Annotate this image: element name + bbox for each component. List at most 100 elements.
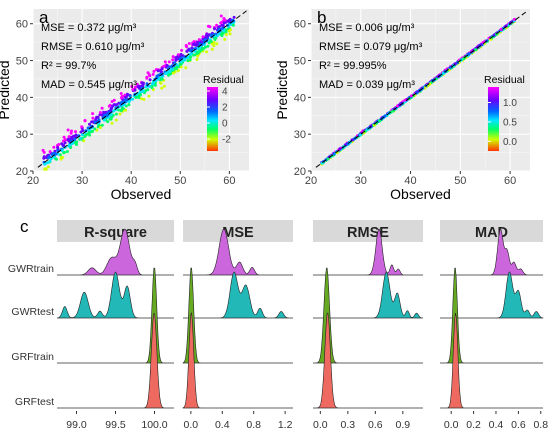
facet-title: R-square <box>84 225 147 241</box>
data-point <box>338 147 342 151</box>
data-point <box>65 150 69 154</box>
y-axis-label: Predicted <box>0 60 12 119</box>
colorbar-tick-label: -2 <box>222 135 231 146</box>
data-point <box>373 123 376 127</box>
x-tick-label: 0.3 <box>341 419 356 431</box>
data-point <box>179 52 183 56</box>
data-point <box>46 165 50 169</box>
colorbar-title: Residual <box>484 74 525 86</box>
x-tick-label: 60 <box>504 175 516 187</box>
data-point <box>180 48 184 52</box>
x-tick-label: 0.6 <box>511 419 526 431</box>
data-point <box>102 118 106 122</box>
data-point <box>210 33 214 37</box>
data-point <box>232 15 236 19</box>
data-point <box>110 100 114 103</box>
x-axis-label: Observed <box>111 186 172 202</box>
x-tick-label: 0.9 <box>396 419 411 431</box>
data-point <box>54 152 58 156</box>
x-tick-label: 0.0 <box>313 419 328 431</box>
data-point <box>87 131 91 134</box>
data-point <box>114 103 118 107</box>
x-tick-label: 100.0 <box>141 419 167 431</box>
y-tick-label: 20 <box>294 166 306 178</box>
y-tick-label: 60 <box>294 19 306 31</box>
data-point <box>109 113 113 117</box>
data-point <box>128 94 132 98</box>
data-point <box>74 130 77 134</box>
x-tick-label: 40 <box>404 175 416 187</box>
data-point <box>136 85 140 89</box>
data-point <box>112 103 116 107</box>
stat-line: MSE = 0.372 μg/m³ <box>41 22 137 34</box>
data-point <box>56 146 60 149</box>
x-tick-label: 50 <box>174 175 186 187</box>
data-point <box>100 106 104 110</box>
x-tick-label: 0.8 <box>246 419 261 431</box>
data-point <box>114 112 118 116</box>
x-tick-label: 20 <box>305 175 317 187</box>
data-point <box>184 66 188 70</box>
data-point <box>98 126 102 129</box>
data-point <box>151 72 155 76</box>
data-point <box>41 148 45 152</box>
data-point <box>146 88 150 92</box>
density-ridge <box>182 312 293 409</box>
data-point <box>110 121 114 125</box>
x-tick-label: 40 <box>125 175 137 187</box>
data-point <box>119 92 123 95</box>
data-point <box>52 145 56 149</box>
data-point <box>133 85 137 89</box>
data-point <box>62 135 66 139</box>
x-tick-label: 50 <box>454 175 466 187</box>
stat-line: MAD = 0.545 μg/m³ <box>41 79 137 91</box>
data-point <box>165 64 169 67</box>
stat-line: R² = 99.995% <box>319 60 387 72</box>
stat-line: RMSE = 0.079 μg/m³ <box>319 41 423 53</box>
data-point <box>127 103 131 107</box>
density-ridge <box>440 312 543 409</box>
data-point <box>410 94 413 98</box>
data-point <box>227 19 231 23</box>
data-point <box>82 139 86 143</box>
data-point <box>152 69 156 73</box>
row-label: GWRtrain <box>8 263 54 275</box>
data-point <box>81 129 85 132</box>
data-point <box>107 104 111 108</box>
data-point <box>229 28 232 32</box>
data-point <box>162 84 166 88</box>
data-point <box>62 151 66 155</box>
data-point <box>163 60 167 64</box>
data-point <box>56 152 60 156</box>
facet-strip <box>183 220 293 242</box>
panel-letter-c: c <box>20 217 29 236</box>
x-tick-label: 0.8 <box>533 419 548 431</box>
data-point <box>145 76 149 80</box>
facet-title: MAD <box>475 225 508 241</box>
stat-line: RMSE = 0.610 μg/m³ <box>41 41 145 53</box>
colorbar-tick-label: 2 <box>222 103 228 114</box>
data-point <box>74 133 78 137</box>
data-point <box>168 72 172 76</box>
facet-title: RMSE <box>347 225 389 241</box>
data-point <box>46 161 50 165</box>
data-point <box>141 81 145 85</box>
data-point <box>59 157 63 161</box>
data-point <box>126 93 130 97</box>
data-point <box>231 23 235 27</box>
data-point <box>135 82 139 86</box>
data-point <box>131 88 135 91</box>
y-tick-label: 40 <box>16 92 28 104</box>
data-point <box>474 48 478 52</box>
x-tick-label: 60 <box>223 175 235 187</box>
panel-letter-b: b <box>317 8 326 27</box>
data-point <box>206 44 210 48</box>
y-axis-label: Predicted <box>274 60 290 119</box>
data-point <box>189 55 193 59</box>
data-point <box>109 108 113 112</box>
data-point <box>167 60 171 64</box>
data-point <box>205 35 209 39</box>
data-point <box>160 77 163 81</box>
data-point <box>71 141 75 145</box>
